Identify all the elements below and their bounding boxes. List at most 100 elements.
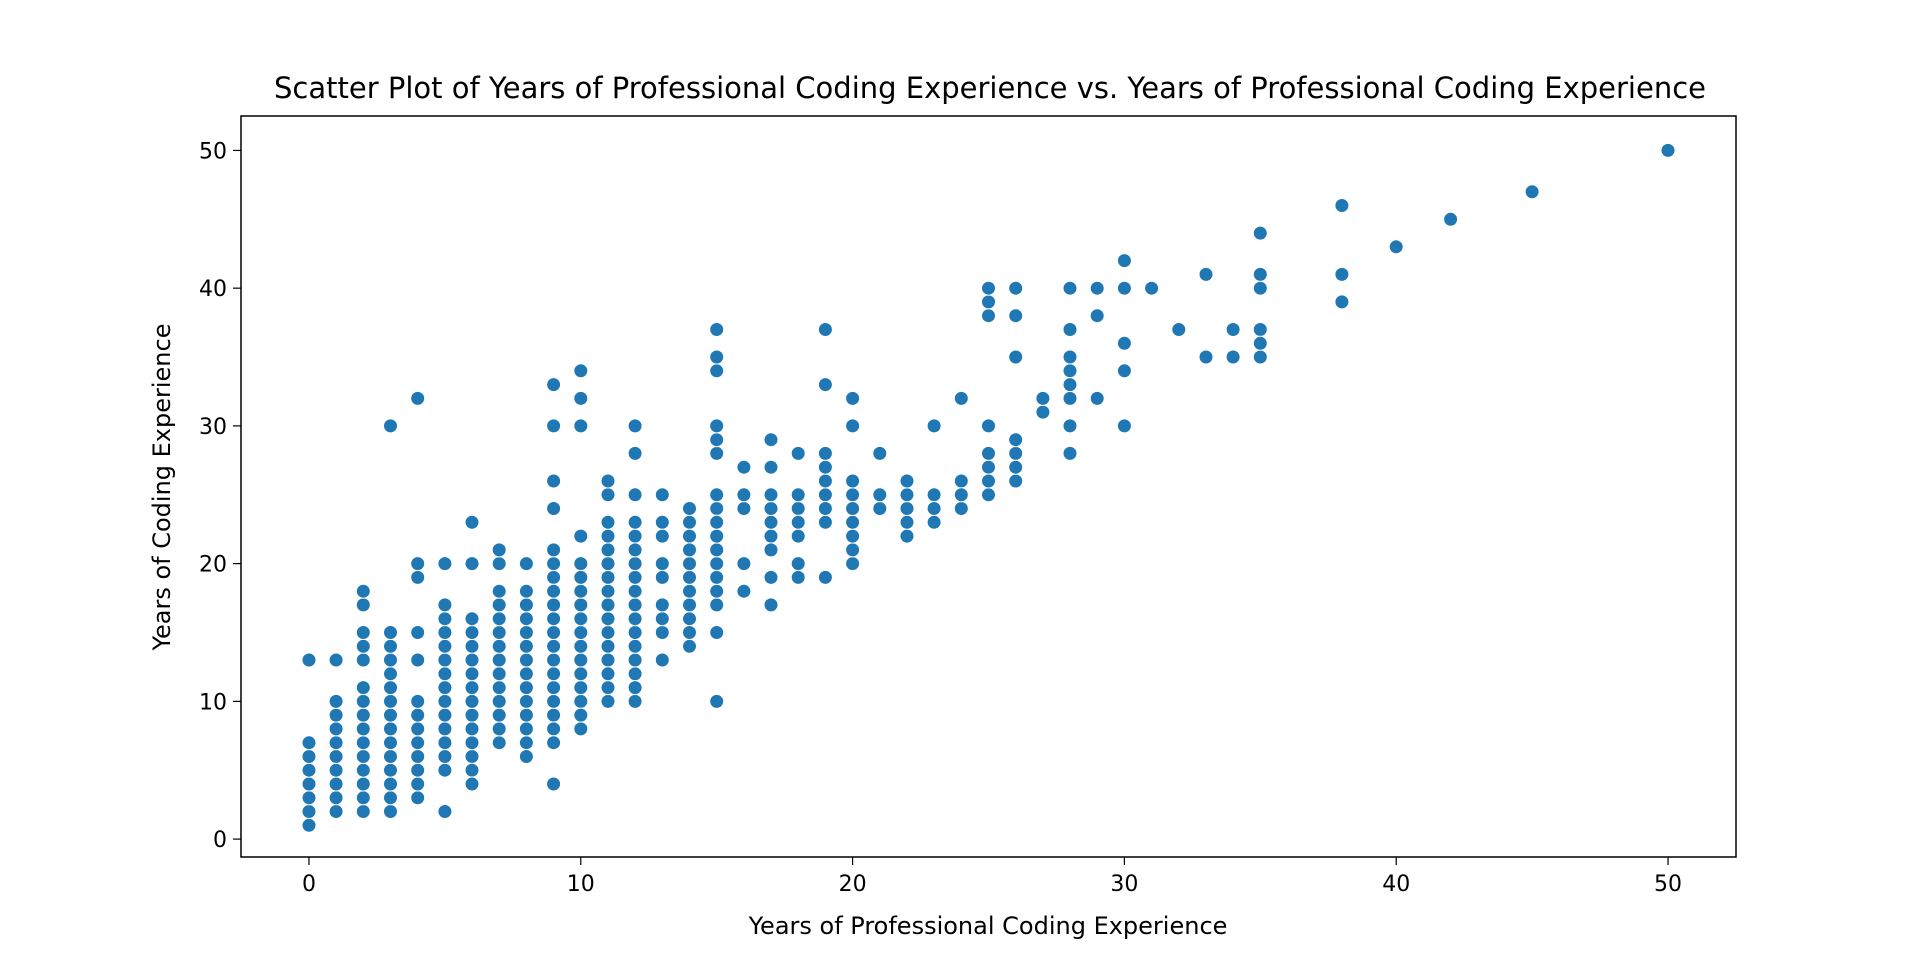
plot-frame: [240, 115, 1737, 858]
data-point: [518, 583, 534, 599]
data-point: [1334, 266, 1350, 282]
data-point: [709, 583, 725, 599]
data-point: [845, 514, 861, 530]
data-point: [328, 652, 344, 668]
data-point: [546, 583, 562, 599]
data-point: [573, 666, 589, 682]
data-point: [355, 597, 371, 613]
data-point: [491, 638, 507, 654]
data-point: [383, 666, 398, 682]
data-point: [518, 597, 534, 613]
data-point: [355, 638, 371, 654]
data-point: [872, 487, 888, 503]
data-point: [981, 459, 996, 475]
data-point: [654, 487, 670, 503]
data-point: [1008, 349, 1024, 365]
data-point: [981, 473, 996, 489]
data-point: [709, 569, 725, 585]
data-point: [410, 749, 426, 764]
data-point: [1252, 266, 1268, 282]
y-tick-label: 30: [199, 415, 227, 440]
data-point: [654, 528, 670, 544]
data-point: [736, 583, 752, 599]
data-point: [845, 487, 861, 503]
data-point: [763, 501, 779, 516]
y-tick-label: 40: [199, 277, 227, 302]
data-point: [437, 680, 453, 696]
data-point: [953, 473, 969, 489]
data-point: [546, 597, 562, 613]
data-point: [600, 611, 616, 627]
data-point: [437, 597, 453, 613]
data-point: [328, 693, 344, 709]
y-axis-label: Years of Coding Experience: [148, 324, 176, 652]
data-point: [654, 625, 670, 640]
data-point: [817, 514, 833, 530]
data-point: [491, 721, 507, 737]
data-point: [627, 638, 643, 654]
data-point: [355, 583, 371, 599]
data-point: [1062, 418, 1078, 434]
data-point: [464, 735, 480, 751]
data-point: [1089, 390, 1105, 406]
data-point: [1171, 322, 1187, 337]
data-point: [1334, 198, 1350, 213]
data-point: [1008, 308, 1024, 324]
data-point: [437, 749, 453, 764]
data-point: [546, 625, 562, 640]
data-point: [573, 556, 589, 572]
data-point: [682, 542, 697, 558]
data-point: [437, 707, 453, 723]
data-point: [600, 693, 616, 709]
data-point: [1116, 280, 1132, 296]
data-point: [817, 459, 833, 475]
data-point: [464, 693, 480, 709]
data-point: [682, 556, 697, 572]
data-point: [301, 776, 317, 792]
data-point: [817, 377, 833, 393]
data-point: [491, 707, 507, 723]
data-point: [328, 735, 344, 751]
data-point: [328, 790, 344, 806]
data-point: [953, 390, 969, 406]
data-point: [1252, 335, 1268, 351]
data-point: [709, 322, 725, 337]
data-point: [627, 569, 643, 585]
data-point: [573, 569, 589, 585]
data-point: [790, 445, 806, 461]
data-point: [981, 445, 996, 461]
data-point: [763, 459, 779, 475]
data-point: [546, 721, 562, 737]
data-point: [328, 776, 344, 792]
data-point: [627, 652, 643, 668]
data-point: [1198, 349, 1214, 365]
data-point: [1116, 363, 1132, 379]
data-point: [709, 542, 725, 558]
data-point: [790, 487, 806, 503]
data-point: [600, 569, 616, 585]
x-tick-label: 0: [302, 872, 316, 897]
data-point: [1225, 322, 1241, 337]
data-point: [437, 721, 453, 737]
data-point: [464, 652, 480, 668]
data-point: [491, 693, 507, 709]
data-point: [301, 790, 317, 806]
data-point: [1062, 390, 1078, 406]
data-point: [1089, 280, 1105, 296]
data-point: [546, 611, 562, 627]
data-point: [328, 762, 344, 778]
data-point: [763, 597, 779, 613]
data-point: [518, 556, 534, 572]
data-point: [1252, 322, 1268, 337]
data-point: [600, 638, 616, 654]
data-point: [573, 611, 589, 627]
data-point: [573, 721, 589, 737]
y-axis-ticks: 0 10 20 30 40 50: [199, 139, 241, 853]
data-point: [573, 418, 589, 434]
data-point: [491, 611, 507, 627]
y-tick-label: 50: [199, 139, 227, 164]
data-point: [491, 680, 507, 696]
data-point: [709, 514, 725, 530]
data-point: [981, 280, 996, 296]
